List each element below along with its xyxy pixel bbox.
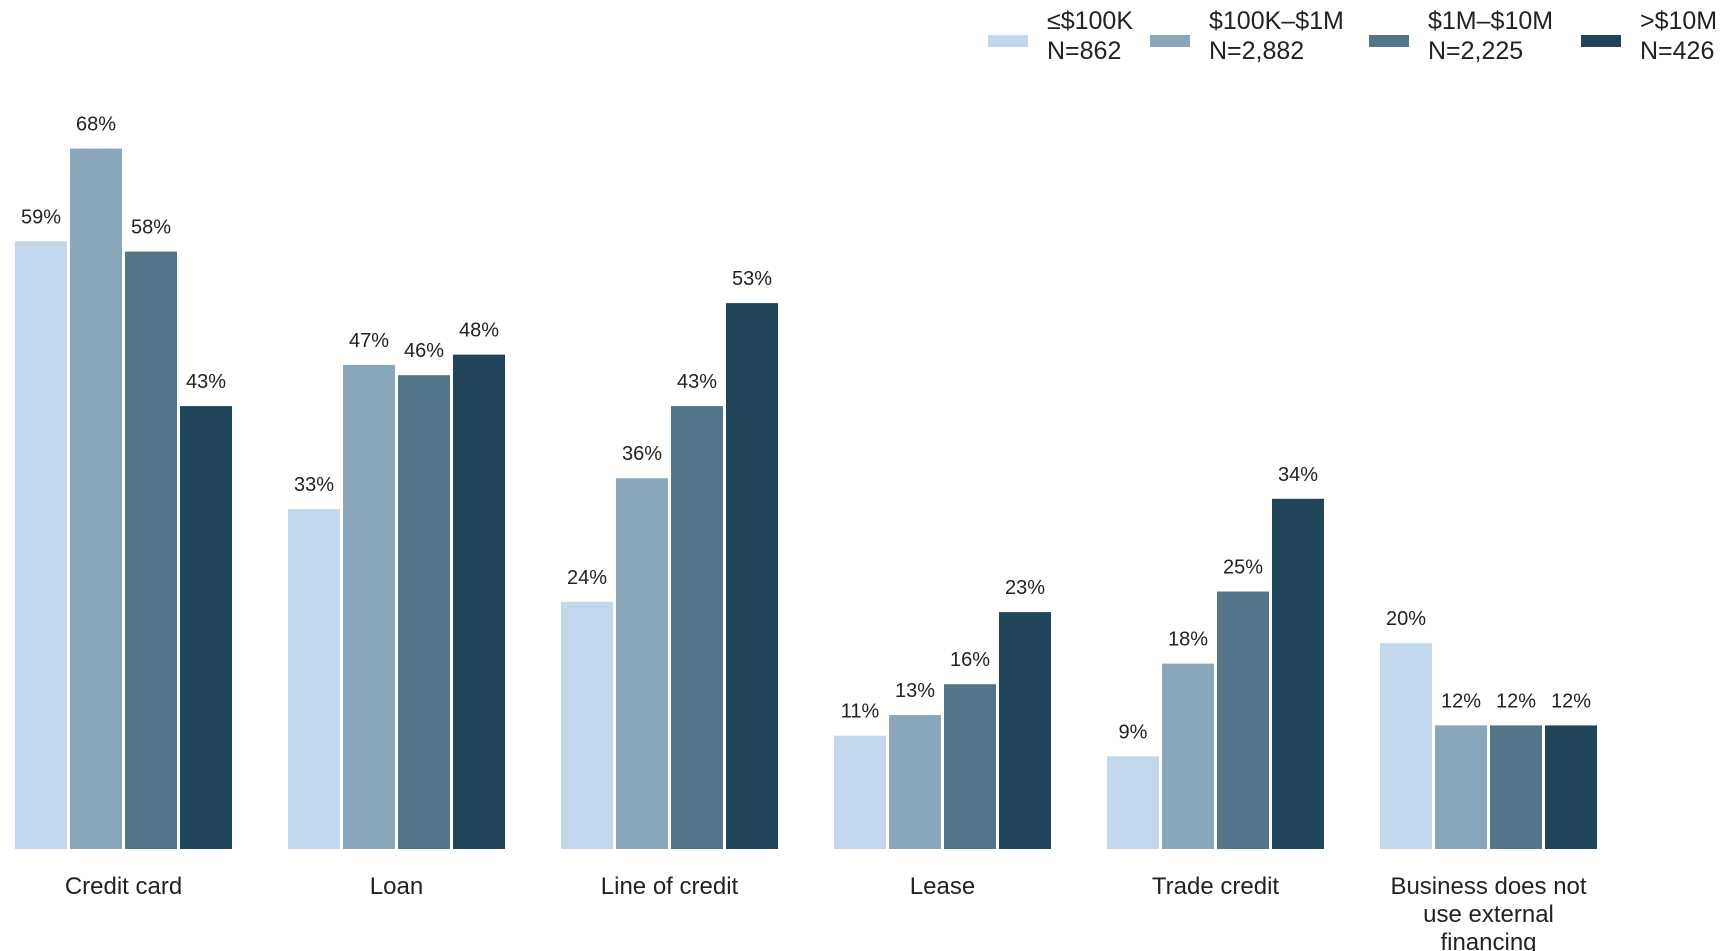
- bar: [70, 148, 122, 850]
- bar: [616, 478, 668, 849]
- bar: [125, 251, 177, 850]
- category-label: Trade credit: [1152, 873, 1279, 900]
- value-label: 20%: [1386, 608, 1426, 630]
- legend-swatch: [1581, 35, 1621, 47]
- category-label: Loan: [370, 873, 423, 900]
- category-label: Line of credit: [601, 873, 739, 900]
- value-label: 23%: [1005, 577, 1045, 599]
- legend-item: $100K–$1MN=2,882: [1150, 7, 1344, 65]
- value-label: 43%: [677, 371, 717, 393]
- category-label: Business does not use external financing: [1390, 873, 1586, 951]
- category-label: Lease: [910, 873, 975, 900]
- bar: [1490, 725, 1542, 849]
- value-label: 53%: [732, 268, 772, 290]
- bar: [834, 735, 886, 849]
- legend-swatch: [988, 35, 1028, 47]
- value-label: 25%: [1223, 557, 1263, 579]
- bar: [343, 364, 395, 849]
- legend-series-name: ≤$100K: [1047, 7, 1133, 35]
- legend-sample-size: N=862: [1047, 37, 1121, 65]
- bar: [1107, 756, 1159, 849]
- bar: [1545, 725, 1597, 849]
- value-labels: 59% 68% 58% 43% 33% 47% 46% 48% 24% 36% 43% 53% 11% 1…: [21, 114, 1591, 744]
- value-label: 12%: [1551, 690, 1591, 712]
- bars: [15, 148, 1597, 850]
- legend-sample-size: N=2,225: [1428, 37, 1523, 65]
- value-label: 58%: [131, 217, 171, 239]
- bar: [726, 303, 778, 850]
- value-label: 33%: [294, 474, 334, 496]
- value-label: 34%: [1278, 464, 1318, 486]
- value-label: 43%: [186, 371, 226, 393]
- legend-sample-size: N=2,882: [1209, 37, 1304, 65]
- bar: [561, 601, 613, 849]
- bar: [944, 684, 996, 849]
- bar: [1272, 498, 1324, 849]
- legend-sample-size: N=426: [1640, 37, 1714, 65]
- bar: [1380, 643, 1432, 849]
- legend-swatch: [1369, 35, 1409, 47]
- bar: [1435, 725, 1487, 849]
- value-label: 13%: [895, 680, 935, 702]
- bar: [889, 715, 941, 849]
- bar: [180, 406, 232, 849]
- legend-swatch: [1150, 35, 1190, 47]
- category-label: Credit card: [65, 873, 182, 900]
- value-label: 46%: [404, 340, 444, 362]
- bar: [1162, 663, 1214, 849]
- value-label: 24%: [567, 567, 607, 589]
- legend-series-name: >$10M: [1640, 7, 1717, 35]
- value-label: 9%: [1119, 721, 1148, 743]
- value-label: 36%: [622, 443, 662, 465]
- bar: [453, 354, 505, 849]
- value-label: 48%: [459, 320, 499, 342]
- legend-series-name: $100K–$1M: [1209, 7, 1344, 35]
- value-label: 47%: [349, 330, 389, 352]
- value-label: 12%: [1496, 690, 1536, 712]
- value-label: 16%: [950, 649, 990, 671]
- bar: [1217, 591, 1269, 849]
- value-label: 18%: [1168, 629, 1208, 651]
- bar: [671, 406, 723, 849]
- legend-series-name: $1M–$10M: [1428, 7, 1553, 35]
- value-label: 68%: [76, 114, 116, 136]
- bar: [288, 509, 340, 849]
- bar: [999, 612, 1051, 849]
- bar: [398, 375, 450, 849]
- value-label: 59%: [21, 206, 61, 228]
- category-labels: Credit card Loan Line of credit Lease Trade …: [65, 873, 1587, 951]
- value-label: 12%: [1441, 690, 1481, 712]
- bar: [15, 241, 67, 850]
- value-label: 11%: [841, 701, 880, 723]
